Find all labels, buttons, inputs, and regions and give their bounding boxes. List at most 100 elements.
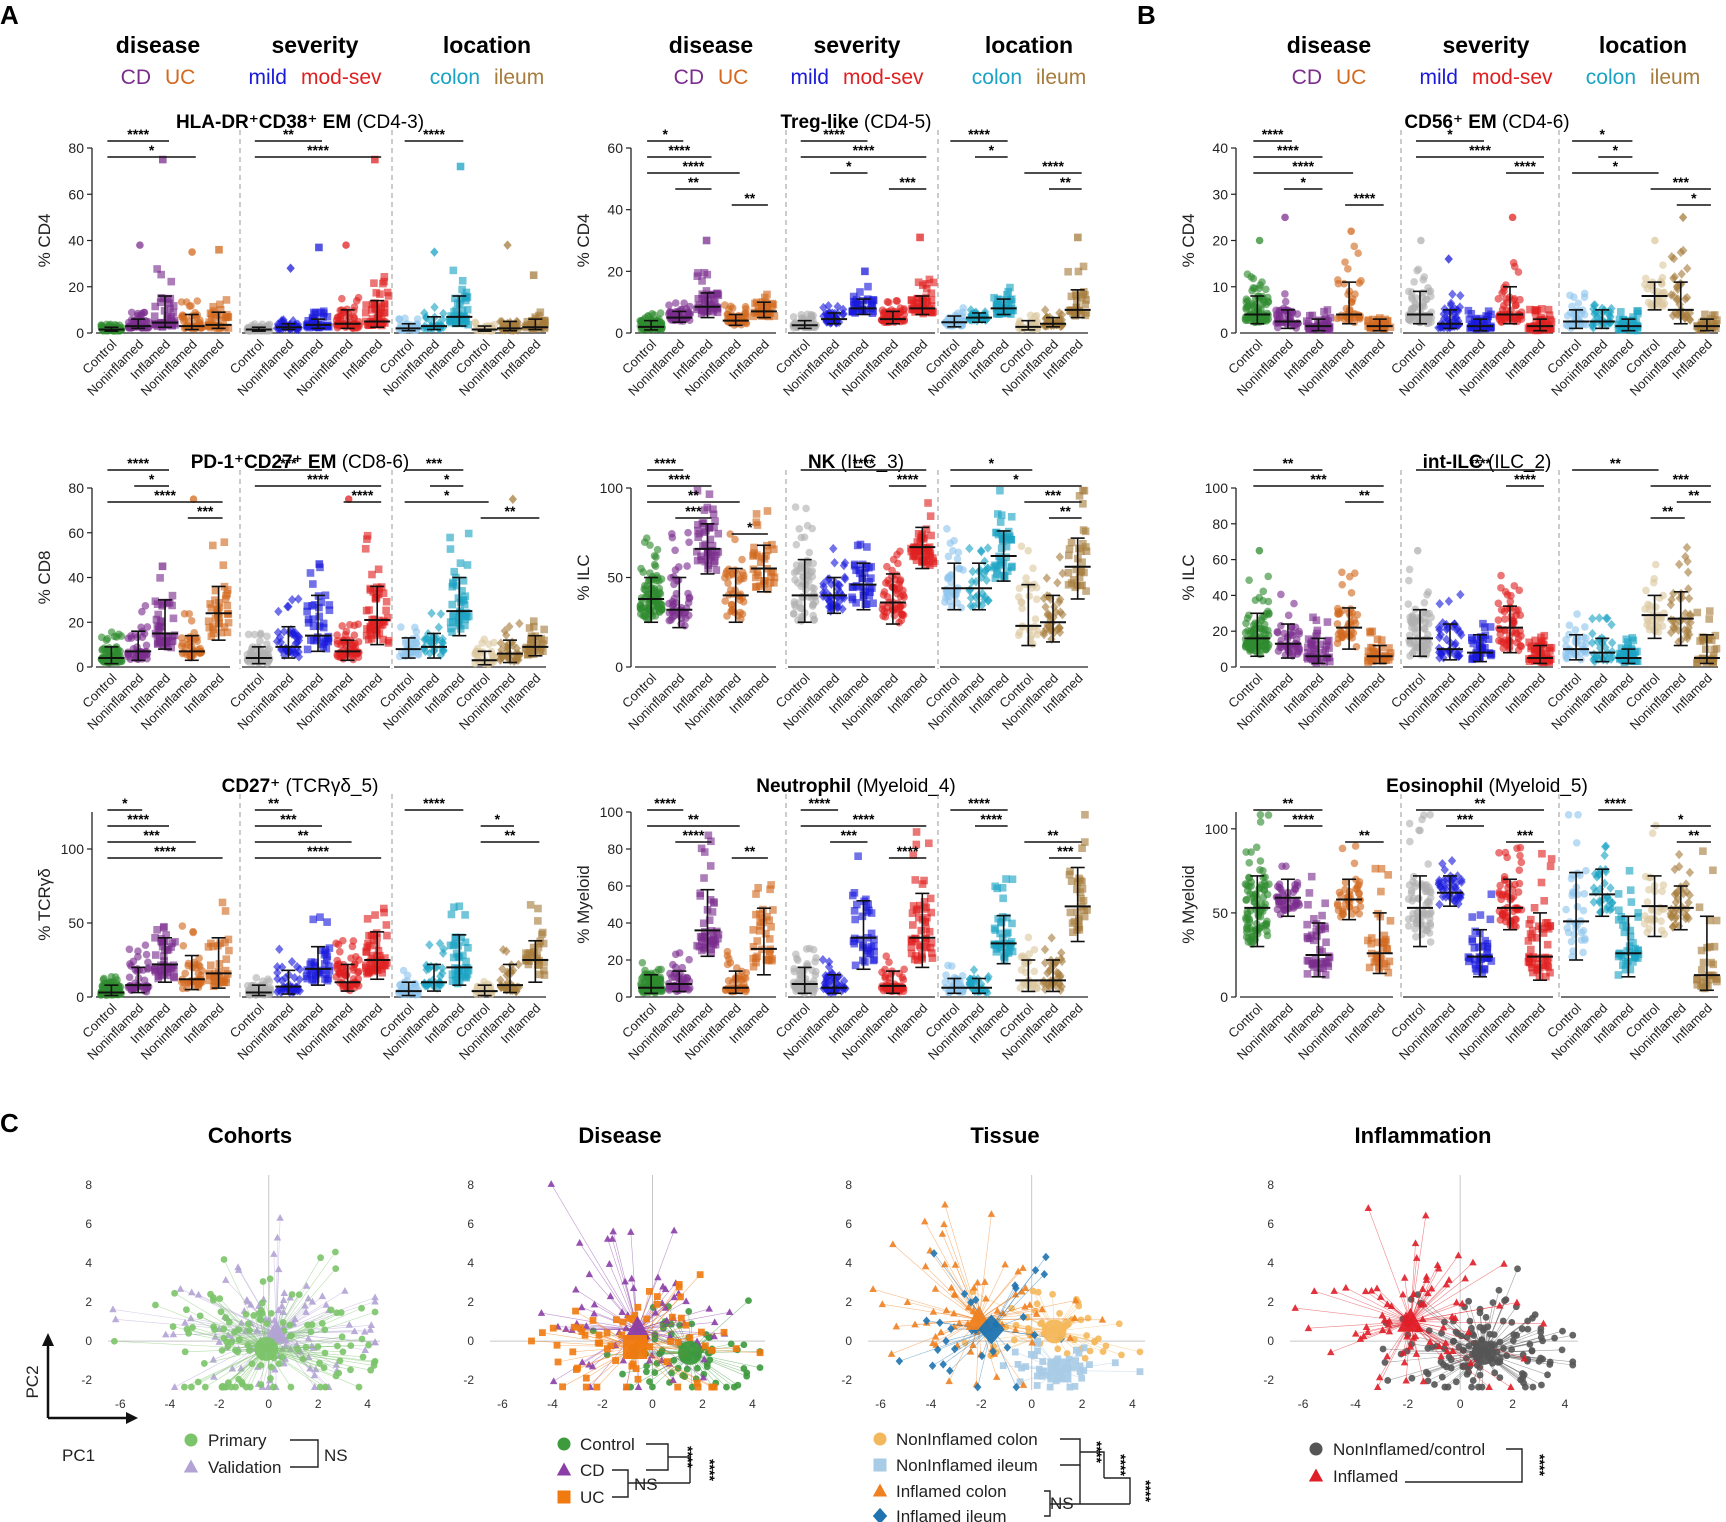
data-point [536,308,545,317]
data-point [643,582,651,590]
data-point [1514,268,1523,276]
data-point [1455,302,1465,312]
data-point [789,610,798,618]
sublabel: mod-sev [843,66,924,89]
col3-header-disease: disease [1287,32,1371,58]
data-point [990,563,998,572]
data-point [838,309,847,320]
data-point [1366,627,1374,636]
y-tick-label: 20 [68,279,84,295]
data-point [1448,289,1457,299]
y-tick-label: 20 [607,263,623,279]
y-axis-label: % CD4 [574,214,593,268]
data-point [749,551,758,559]
data-point [791,576,799,584]
data-point [458,307,467,315]
data-point [728,606,736,615]
data-point [303,645,312,654]
data-point [763,507,772,515]
data-point [944,315,952,324]
data-point [454,621,463,630]
data-point [922,555,930,564]
data-point [702,287,711,295]
data-point [1255,284,1263,293]
data-point [1324,317,1332,325]
data-point [427,608,436,619]
col1-header-location: location [443,32,531,58]
data-point [1014,631,1023,640]
data-point [1323,324,1331,333]
data-point [456,162,465,171]
sublabel: mod-sev [301,66,382,89]
data-point [703,503,712,512]
data-point [1410,278,1418,286]
data-point [434,622,443,633]
data-point [531,313,539,321]
data-point [646,609,654,618]
data-point [770,545,778,554]
data-point [1512,301,1520,310]
data-point [700,268,709,277]
data-point [209,302,217,311]
data-point [1284,611,1293,620]
sublabel: mild [1419,66,1458,89]
data-point [1323,618,1332,626]
data-point [1305,324,1313,332]
data-point [376,290,384,298]
data-point [458,285,466,294]
data-point [792,561,801,570]
data-point [714,291,723,300]
data-point [463,561,472,569]
col1-header-severity: severity [272,32,359,58]
data-point [1406,639,1414,648]
data-point [1309,613,1317,622]
data-point [374,310,383,318]
data-point [377,320,385,328]
significance-label: **** [1514,158,1536,174]
data-point [868,300,876,309]
significance-label: * [1300,174,1306,190]
data-point [665,616,674,625]
data-point [853,541,862,550]
data-point [1588,614,1597,624]
data-point [683,562,691,570]
data-point [1245,576,1253,585]
data-point [824,301,833,311]
significance-label: **** [1262,126,1284,142]
data-point [943,524,951,533]
data-point [256,629,265,638]
data-point [1325,644,1333,652]
data-point [1410,617,1419,626]
data-point [362,631,371,640]
data-point [461,621,469,630]
data-point [220,538,229,546]
data-point [471,319,480,327]
chart-title: Treg-like (CD4-5) [781,112,932,133]
significance-label: **** [423,126,445,142]
data-point [1486,623,1495,631]
data-point [309,308,318,317]
data-point [1082,296,1090,304]
data-point [1325,653,1334,662]
data-point [829,543,838,554]
data-point [515,618,524,629]
data-point [1065,545,1074,553]
data-point [1006,283,1014,292]
data-point [954,309,962,317]
significance-label: **** [823,126,845,142]
data-point [895,618,903,627]
data-point [1338,580,1347,589]
data-point [1544,305,1553,314]
significance-label: ** [1359,487,1370,503]
data-point [446,533,454,542]
data-point [439,308,448,319]
data-point [382,597,391,606]
sublabel: CD [674,66,704,89]
data-point [304,615,313,624]
data-point [221,323,229,332]
data-point [702,236,711,245]
data-point [975,314,985,324]
data-point [221,595,230,603]
data-point [1356,311,1364,320]
